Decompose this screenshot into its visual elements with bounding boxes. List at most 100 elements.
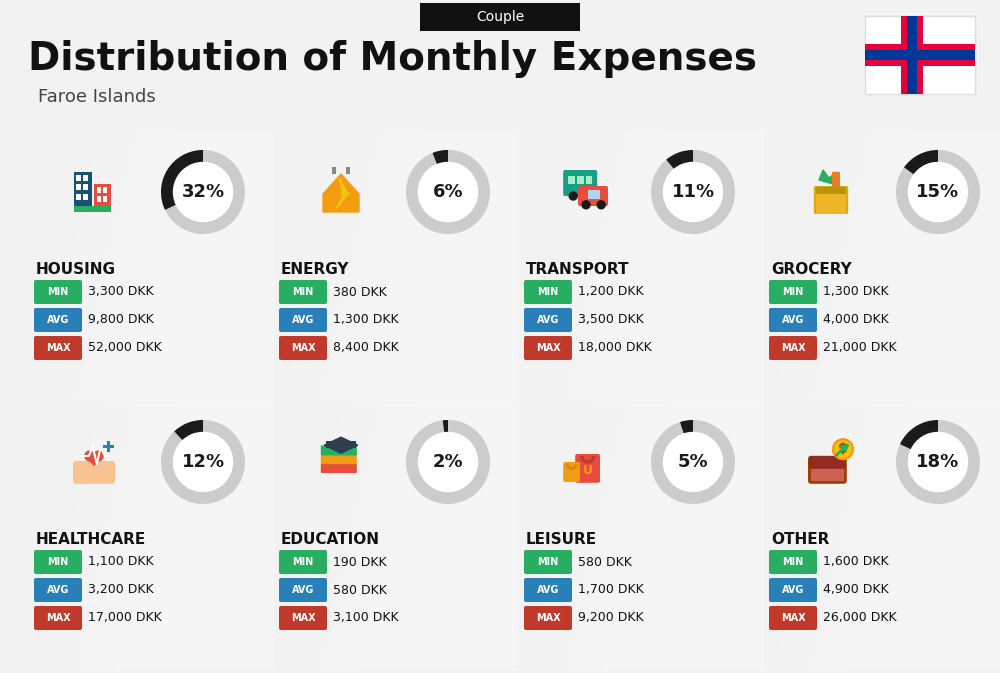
- FancyBboxPatch shape: [563, 462, 580, 482]
- FancyBboxPatch shape: [586, 176, 592, 184]
- FancyBboxPatch shape: [103, 196, 107, 202]
- Circle shape: [663, 162, 723, 222]
- Polygon shape: [359, 130, 518, 400]
- Text: MIN: MIN: [292, 557, 314, 567]
- Text: 4,900 DKK: 4,900 DKK: [823, 583, 889, 596]
- FancyBboxPatch shape: [575, 454, 600, 483]
- FancyBboxPatch shape: [808, 456, 847, 484]
- Text: 18%: 18%: [916, 453, 960, 471]
- FancyBboxPatch shape: [524, 280, 572, 304]
- Text: AVG: AVG: [782, 585, 804, 595]
- Text: 1,100 DKK: 1,100 DKK: [88, 555, 154, 569]
- Polygon shape: [78, 130, 273, 400]
- Polygon shape: [568, 130, 763, 400]
- Text: 3,500 DKK: 3,500 DKK: [578, 314, 644, 326]
- FancyBboxPatch shape: [103, 187, 107, 192]
- Polygon shape: [41, 400, 273, 670]
- Text: 9,800 DKK: 9,800 DKK: [88, 314, 154, 326]
- Text: Distribution of Monthly Expenses: Distribution of Monthly Expenses: [28, 40, 757, 78]
- Text: MIN: MIN: [292, 287, 314, 297]
- FancyBboxPatch shape: [563, 170, 597, 196]
- Text: EDUCATION: EDUCATION: [281, 532, 380, 547]
- Circle shape: [908, 432, 968, 492]
- Text: GROCERY: GROCERY: [771, 262, 852, 277]
- Text: AVG: AVG: [537, 315, 559, 325]
- FancyBboxPatch shape: [420, 3, 580, 31]
- Text: MIN: MIN: [47, 287, 69, 297]
- Polygon shape: [359, 400, 518, 670]
- Text: 8,400 DKK: 8,400 DKK: [333, 341, 399, 355]
- FancyBboxPatch shape: [326, 441, 356, 448]
- Polygon shape: [604, 400, 763, 670]
- FancyBboxPatch shape: [34, 550, 82, 574]
- Polygon shape: [812, 130, 1000, 400]
- FancyBboxPatch shape: [809, 456, 846, 469]
- Text: AVG: AVG: [292, 585, 314, 595]
- FancyBboxPatch shape: [588, 190, 600, 199]
- FancyBboxPatch shape: [769, 308, 817, 332]
- Polygon shape: [41, 130, 273, 400]
- FancyBboxPatch shape: [34, 606, 82, 630]
- FancyBboxPatch shape: [321, 463, 357, 473]
- Circle shape: [663, 432, 723, 492]
- Text: 6%: 6%: [433, 183, 463, 201]
- Wedge shape: [680, 420, 693, 433]
- Polygon shape: [531, 400, 763, 670]
- Wedge shape: [896, 420, 980, 504]
- FancyBboxPatch shape: [279, 336, 327, 360]
- FancyBboxPatch shape: [816, 187, 846, 194]
- Text: MAX: MAX: [536, 613, 560, 623]
- Text: 1,200 DKK: 1,200 DKK: [578, 285, 644, 299]
- FancyBboxPatch shape: [107, 441, 110, 452]
- Text: MAX: MAX: [291, 613, 315, 623]
- Polygon shape: [114, 130, 273, 400]
- Wedge shape: [651, 150, 735, 234]
- Text: 52,000 DKK: 52,000 DKK: [88, 341, 162, 355]
- Polygon shape: [812, 400, 1000, 670]
- Text: OTHER: OTHER: [771, 532, 829, 547]
- Wedge shape: [161, 150, 245, 234]
- Text: 12%: 12%: [181, 453, 225, 471]
- Polygon shape: [322, 400, 518, 670]
- FancyBboxPatch shape: [524, 578, 572, 602]
- Circle shape: [93, 451, 103, 461]
- FancyBboxPatch shape: [907, 16, 917, 94]
- Polygon shape: [114, 400, 273, 670]
- Circle shape: [833, 439, 853, 460]
- Wedge shape: [161, 150, 203, 210]
- FancyBboxPatch shape: [279, 280, 327, 304]
- Text: 5%: 5%: [678, 453, 708, 471]
- Text: MAX: MAX: [781, 343, 805, 353]
- FancyBboxPatch shape: [524, 336, 572, 360]
- FancyBboxPatch shape: [74, 206, 111, 211]
- Wedge shape: [161, 420, 245, 504]
- Polygon shape: [323, 174, 359, 212]
- Text: 3,200 DKK: 3,200 DKK: [88, 583, 154, 596]
- FancyBboxPatch shape: [769, 550, 817, 574]
- Circle shape: [418, 432, 478, 492]
- Text: MIN: MIN: [537, 287, 559, 297]
- Text: MAX: MAX: [781, 613, 805, 623]
- Wedge shape: [443, 420, 448, 432]
- Circle shape: [835, 441, 851, 457]
- Text: MIN: MIN: [537, 557, 559, 567]
- FancyBboxPatch shape: [76, 184, 81, 190]
- FancyBboxPatch shape: [524, 606, 572, 630]
- Text: MIN: MIN: [47, 557, 69, 567]
- FancyBboxPatch shape: [332, 167, 336, 174]
- FancyBboxPatch shape: [578, 186, 608, 206]
- Circle shape: [85, 451, 95, 461]
- FancyBboxPatch shape: [94, 184, 111, 206]
- Circle shape: [173, 162, 233, 222]
- Circle shape: [587, 192, 595, 200]
- FancyBboxPatch shape: [73, 461, 115, 484]
- Polygon shape: [819, 170, 837, 184]
- FancyBboxPatch shape: [865, 44, 975, 66]
- Text: 4,000 DKK: 4,000 DKK: [823, 314, 889, 326]
- Polygon shape: [849, 400, 1000, 670]
- FancyBboxPatch shape: [83, 194, 88, 200]
- Circle shape: [582, 201, 590, 209]
- FancyBboxPatch shape: [103, 446, 114, 448]
- FancyBboxPatch shape: [279, 308, 327, 332]
- Text: 17,000 DKK: 17,000 DKK: [88, 612, 162, 625]
